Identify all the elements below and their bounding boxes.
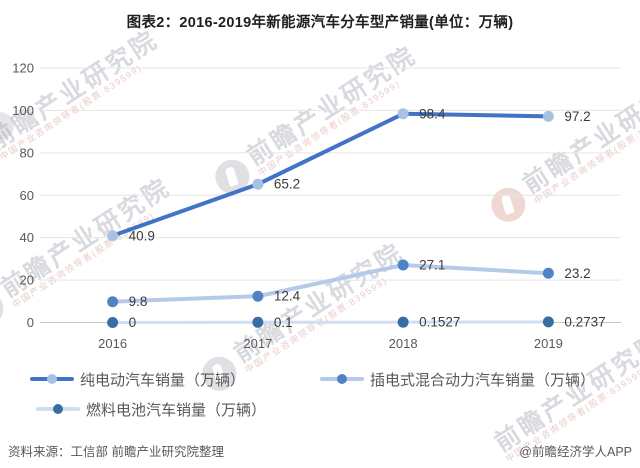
data-label: 9.8 <box>129 294 148 309</box>
copyright-note: @前瞻经济学人APP <box>519 445 632 459</box>
legend-label: 插电式混合动力汽车销量（万辆） <box>370 371 596 389</box>
series-marker <box>397 108 409 120</box>
y-tick-label: 20 <box>20 273 34 288</box>
legend-marker-icon <box>36 402 80 416</box>
legend: 纯电动汽车销量（万辆） 插电式混合动力汽车销量（万辆） 燃料电池汽车销量（万辆） <box>0 368 640 422</box>
series-line-0 <box>110 111 551 238</box>
x-tick-label: 2017 <box>243 336 272 351</box>
y-tick-label: 40 <box>20 230 34 245</box>
series-marker <box>252 316 264 328</box>
data-label: 27.1 <box>419 258 445 273</box>
chart-canvas: 0 20 40 60 80 100 120 2016 2017 2018 2019 40.9 65.2 9… <box>12 61 621 351</box>
x-tick-label: 2018 <box>389 336 418 351</box>
data-label: 12.4 <box>274 289 301 304</box>
series-marker <box>542 316 554 328</box>
legend-label: 燃料电池汽车销量（万辆） <box>86 401 267 419</box>
series-marker <box>397 259 409 271</box>
series-marker <box>542 267 554 279</box>
chart-title: 图表2：2016-2019年新能源汽车分车型产销量(单位：万辆) <box>126 15 514 31</box>
source-note: 资料来源：工信部 前瞻产业研究院整理 <box>8 445 224 459</box>
y-tick-label: 100 <box>12 103 34 118</box>
legend-label: 纯电动汽车销量（万辆） <box>80 371 246 389</box>
legend-marker-icon <box>30 372 74 386</box>
series-marker <box>397 316 409 328</box>
data-label: 98.4 <box>419 106 446 121</box>
series-line-2 <box>111 320 550 324</box>
data-label: 0.2737 <box>564 314 605 329</box>
series-line-1 <box>110 263 551 304</box>
x-tick-label: 2019 <box>534 336 563 351</box>
data-label: 0.1 <box>274 315 293 330</box>
series-marker <box>252 178 264 190</box>
data-label: 0.1527 <box>419 315 460 330</box>
series-marker <box>542 110 554 122</box>
data-label: 97.2 <box>564 109 590 124</box>
legend-item-bev: 纯电动汽车销量（万辆） <box>30 371 246 389</box>
data-label: 65.2 <box>274 177 300 192</box>
data-label: 0 <box>129 315 137 330</box>
y-tick-label: 0 <box>27 315 34 330</box>
legend-item-fcev: 燃料电池汽车销量（万辆） <box>36 401 267 419</box>
data-label: 23.2 <box>564 266 590 281</box>
legend-marker-icon <box>320 372 364 386</box>
data-label: 40.9 <box>129 228 155 243</box>
legend-item-phev: 插电式混合动力汽车销量（万辆） <box>320 371 596 389</box>
y-tick-label: 80 <box>20 145 34 160</box>
series-marker <box>107 230 119 242</box>
y-tick-label: 60 <box>20 188 34 203</box>
y-tick-label: 120 <box>12 61 34 76</box>
x-tick-label: 2016 <box>98 336 127 351</box>
series-marker <box>252 290 264 302</box>
series-marker <box>107 317 119 328</box>
series-marker <box>107 296 119 308</box>
